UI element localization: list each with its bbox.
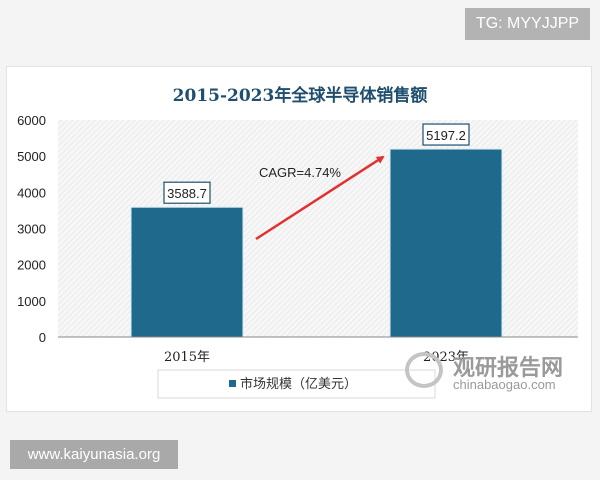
y-tick-label: 1000	[17, 294, 46, 309]
bar-2023年	[389, 148, 503, 338]
data-label-box	[163, 181, 211, 204]
y-tick-label: 5000	[17, 149, 46, 164]
watermark-cn: 观研报告网	[453, 356, 564, 381]
site-overlay: www.kaiyunasia.org	[10, 440, 178, 469]
cagr-annotation: CAGR=4.74%	[259, 165, 341, 180]
y-tick-label: 6000	[17, 113, 46, 128]
data-label-box	[422, 123, 470, 146]
legend-label: 市场规模（亿美元）	[240, 376, 357, 392]
watermark-logo-icon	[405, 352, 443, 388]
data-label: 5197.2	[426, 128, 466, 143]
cagr-arrow	[255, 155, 385, 241]
legend-box	[157, 369, 436, 399]
y-tick-label: 3000	[17, 222, 46, 237]
legend-swatch	[229, 380, 236, 387]
y-tick-label: 0	[39, 330, 46, 345]
watermark-en: chinabaogao.com	[453, 377, 556, 392]
y-tick-label: 2000	[17, 258, 46, 273]
tg-overlay: TG: MYYJJPP	[465, 8, 590, 40]
y-tick-label: 4000	[17, 185, 46, 200]
x-tick-label: 2015年	[164, 350, 210, 365]
bar-2015年	[130, 206, 244, 338]
chart-title: 2015-2023年全球半导体销售额	[173, 85, 428, 106]
data-label: 3588.7	[167, 186, 207, 201]
